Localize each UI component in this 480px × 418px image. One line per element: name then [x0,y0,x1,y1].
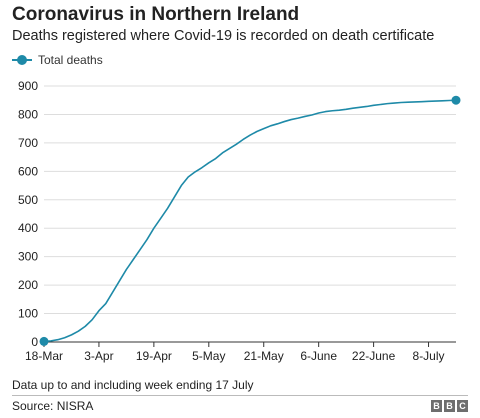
data-point-last [451,95,461,105]
data-note: Data up to and including week ending 17 … [12,378,254,392]
y-tick-label: 700 [18,136,38,150]
bbc-logo-letter: C [457,400,468,412]
bbc-logo: B B C [431,400,468,412]
y-tick-label: 600 [18,164,38,178]
x-tick-label: 22-June [352,349,396,363]
data-point-first [39,336,49,346]
y-tick-label: 200 [18,278,38,292]
x-tick-label: 5-May [192,349,225,363]
y-tick-label: 500 [18,193,38,207]
x-tick-label: 19-Apr [136,349,172,363]
y-tick-label: 800 [18,107,38,121]
chart-subtitle: Deaths registered where Covid-19 is reco… [12,28,435,44]
x-tick-label: 18-Mar [25,349,63,363]
line-chart: 0 100 200 300 400 500 600 700 800 900 18-Mar 3-Apr 1… [18,79,461,363]
y-tick-label: 0 [31,335,38,349]
x-tick-label: 8-July [413,349,445,363]
x-tick-label: 6-June [300,349,337,363]
y-tick-label: 400 [18,221,38,235]
chart-title: Coronavirus in Northern Ireland [12,4,300,25]
y-tick-label: 300 [18,250,38,264]
legend-label: Total deaths [38,53,103,67]
x-tick-label: 21-May [244,349,284,363]
source-text: Source: NISRA [12,399,94,413]
series-line-total-deaths [43,99,457,343]
legend-swatch [12,54,32,66]
y-tick-label: 900 [18,79,38,93]
chart-legend: Total deaths [12,52,103,68]
bbc-logo-letter: B [431,400,442,412]
y-tick-label: 100 [18,307,38,321]
bbc-logo-letter: B [444,400,455,412]
footer-divider [12,395,468,396]
x-tick-label: 3-Apr [84,349,113,363]
